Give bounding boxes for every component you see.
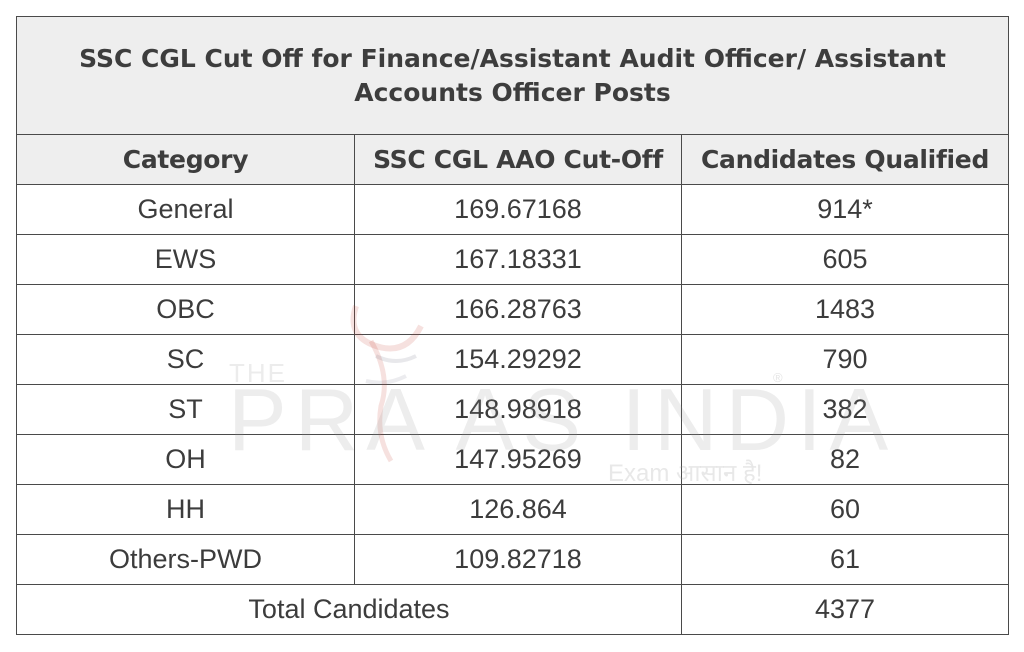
- cutoff-cell: 148.98918: [354, 384, 682, 435]
- category-cell: HH: [16, 484, 355, 535]
- total-label: Total Candidates: [16, 584, 682, 635]
- header-category: Category: [16, 134, 355, 185]
- table-row: General 169.67168 914*: [16, 184, 1009, 235]
- cutoff-cell: 109.82718: [354, 534, 682, 585]
- cutoff-cell: 154.29292: [354, 334, 682, 385]
- table-title: SSC CGL Cut Off for Finance/Assistant Au…: [16, 16, 1009, 135]
- qualified-cell: 382: [681, 384, 1009, 435]
- title-row: SSC CGL Cut Off for Finance/Assistant Au…: [16, 16, 1009, 135]
- cutoff-cell: 147.95269: [354, 434, 682, 485]
- total-row: Total Candidates 4377: [16, 584, 1009, 635]
- header-qualified: Candidates Qualified: [681, 134, 1009, 185]
- qualified-cell: 60: [681, 484, 1009, 535]
- table-row: HH 126.864 60: [16, 484, 1009, 535]
- category-cell: SC: [16, 334, 355, 385]
- table-row: OH 147.95269 82: [16, 434, 1009, 485]
- cutoff-cell: 167.18331: [354, 234, 682, 285]
- total-value: 4377: [681, 584, 1009, 635]
- header-cutoff: SSC CGL AAO Cut-Off: [354, 134, 682, 185]
- qualified-cell: 914*: [681, 184, 1009, 235]
- table-row: OBC 166.28763 1483: [16, 284, 1009, 335]
- category-cell: EWS: [16, 234, 355, 285]
- header-row: Category SSC CGL AAO Cut-Off Candidates …: [16, 134, 1009, 185]
- category-cell: OBC: [16, 284, 355, 335]
- qualified-cell: 82: [681, 434, 1009, 485]
- category-cell: Others-PWD: [16, 534, 355, 585]
- cutoff-cell: 169.67168: [354, 184, 682, 235]
- category-cell: OH: [16, 434, 355, 485]
- cutoff-table-container: SSC CGL Cut Off for Finance/Assistant Au…: [16, 16, 1009, 635]
- qualified-cell: 61: [681, 534, 1009, 585]
- qualified-cell: 1483: [681, 284, 1009, 335]
- qualified-cell: 605: [681, 234, 1009, 285]
- table-row: SC 154.29292 790: [16, 334, 1009, 385]
- cutoff-cell: 126.864: [354, 484, 682, 535]
- table-row: Others-PWD 109.82718 61: [16, 534, 1009, 585]
- category-cell: General: [16, 184, 355, 235]
- cutoff-cell: 166.28763: [354, 284, 682, 335]
- qualified-cell: 790: [681, 334, 1009, 385]
- category-cell: ST: [16, 384, 355, 435]
- cutoff-table: SSC CGL Cut Off for Finance/Assistant Au…: [16, 16, 1009, 635]
- table-row: EWS 167.18331 605: [16, 234, 1009, 285]
- table-row: ST 148.98918 382: [16, 384, 1009, 435]
